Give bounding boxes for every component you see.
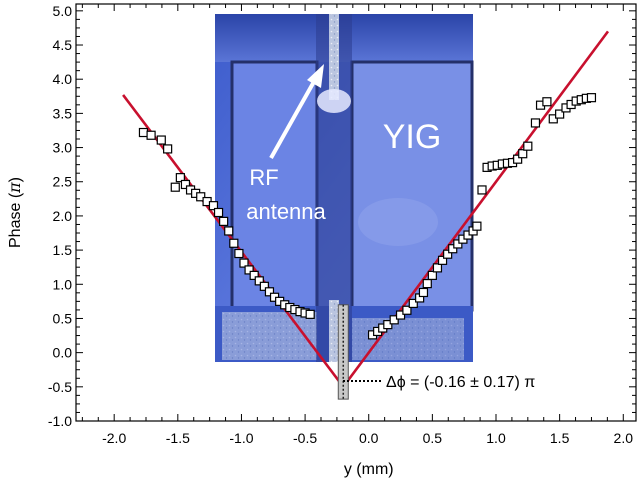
inset-speckle-left: [222, 312, 317, 360]
x-axis-label: y (mm): [344, 461, 394, 478]
data-point: [156, 135, 166, 145]
data-point: [422, 278, 432, 289]
antenna-arrow: [269, 64, 324, 159]
data-point: [163, 144, 173, 154]
data-point: [523, 141, 533, 151]
x-tick-label: 1.0: [486, 430, 506, 446]
data-point: [383, 320, 393, 330]
x-tick-label: 2.0: [614, 430, 634, 446]
data-point: [555, 109, 565, 119]
y-tick-label: 3.5: [53, 105, 73, 121]
data-points: [138, 93, 597, 340]
y-tick-label: 1.0: [53, 276, 73, 292]
data-point: [224, 226, 234, 236]
yig-label: YIG: [383, 118, 442, 156]
y-tick-label: 0.0: [53, 345, 73, 361]
x-tick-label: -2.0: [102, 430, 126, 446]
y-tick-label: -0.5: [48, 379, 72, 395]
x-tick-label: -0.5: [293, 430, 317, 446]
delta-phi-annotation: Δϕ = (-0.16 ± 0.17) π: [386, 374, 535, 391]
data-point: [530, 118, 541, 128]
data-point: [170, 182, 180, 192]
data-point: [259, 281, 269, 291]
data-point: [513, 154, 523, 164]
y-tick-label: 4.5: [53, 37, 73, 53]
y-tick-label: 0.5: [53, 310, 73, 326]
data-point: [548, 114, 558, 124]
data-point: [395, 310, 406, 320]
antenna-spot: [317, 89, 351, 113]
data-point: [389, 315, 399, 325]
data-point: [219, 216, 229, 226]
x-tick-label: -1.5: [166, 430, 190, 446]
y-tick-label: 3.0: [53, 140, 73, 156]
x-axis: -2.0 -1.5 -1.0 -0.5 0.0 0.5 1.0 1.5 2.0: [81, 4, 634, 446]
y-tick-label: 4.0: [53, 71, 73, 87]
inset-glow: [358, 198, 438, 246]
data-point: [427, 270, 437, 280]
data-point: [472, 221, 482, 231]
y-tick-label: -1.0: [48, 413, 72, 429]
data-point: [432, 263, 443, 273]
data-point: [264, 287, 275, 297]
data-point: [518, 149, 528, 159]
data-point: [418, 287, 429, 298]
data-point: [239, 258, 249, 268]
data-point: [234, 248, 244, 259]
y-tick-label: 5.0: [53, 3, 73, 19]
data-point: [138, 127, 149, 138]
x-tick-label: 1.5: [550, 430, 570, 446]
x-tick-label: 0.0: [359, 430, 379, 446]
y-axis-label: Phase (π): [5, 177, 24, 248]
y-tick-label: 2.0: [53, 208, 73, 224]
data-point: [196, 192, 206, 202]
data-point: [180, 179, 191, 190]
x-tick-label: 0.5: [423, 430, 443, 446]
inset-photo: [215, 14, 474, 362]
inset-antenna-strip: [329, 14, 339, 100]
inset-antenna-strip-bottom: [329, 300, 339, 362]
data-point: [175, 173, 185, 183]
data-point: [586, 93, 597, 103]
data-point: [249, 270, 259, 280]
x-tick-label: -1.0: [229, 430, 253, 446]
antenna-label: antenna: [246, 199, 326, 224]
data-point: [213, 207, 224, 218]
data-point: [542, 97, 552, 107]
data-point: [437, 255, 448, 265]
data-point: [477, 185, 487, 195]
inset-film-right: [350, 60, 474, 312]
y-tick-label: 2.5: [53, 174, 73, 190]
data-point: [408, 298, 418, 309]
data-point: [229, 238, 239, 248]
data-point: [244, 265, 254, 275]
y-tick-label: 1.5: [53, 242, 73, 258]
data-point: [305, 309, 315, 319]
plot-frame: [75, 3, 637, 422]
y-axis: -1.0 -0.5 0.0 0.5 1.0 1.5 2.0 2.5 3.0 3.5 4.0 4.5 5.…: [48, 3, 636, 429]
data-point: [146, 130, 156, 140]
data-point: [208, 201, 219, 211]
rf-label: RF: [249, 165, 278, 190]
error-bar: [337, 304, 349, 400]
data-point: [402, 305, 412, 315]
data-point: [254, 276, 264, 286]
data-point: [443, 249, 453, 259]
data-point: [448, 244, 458, 254]
data-point: [453, 239, 463, 249]
